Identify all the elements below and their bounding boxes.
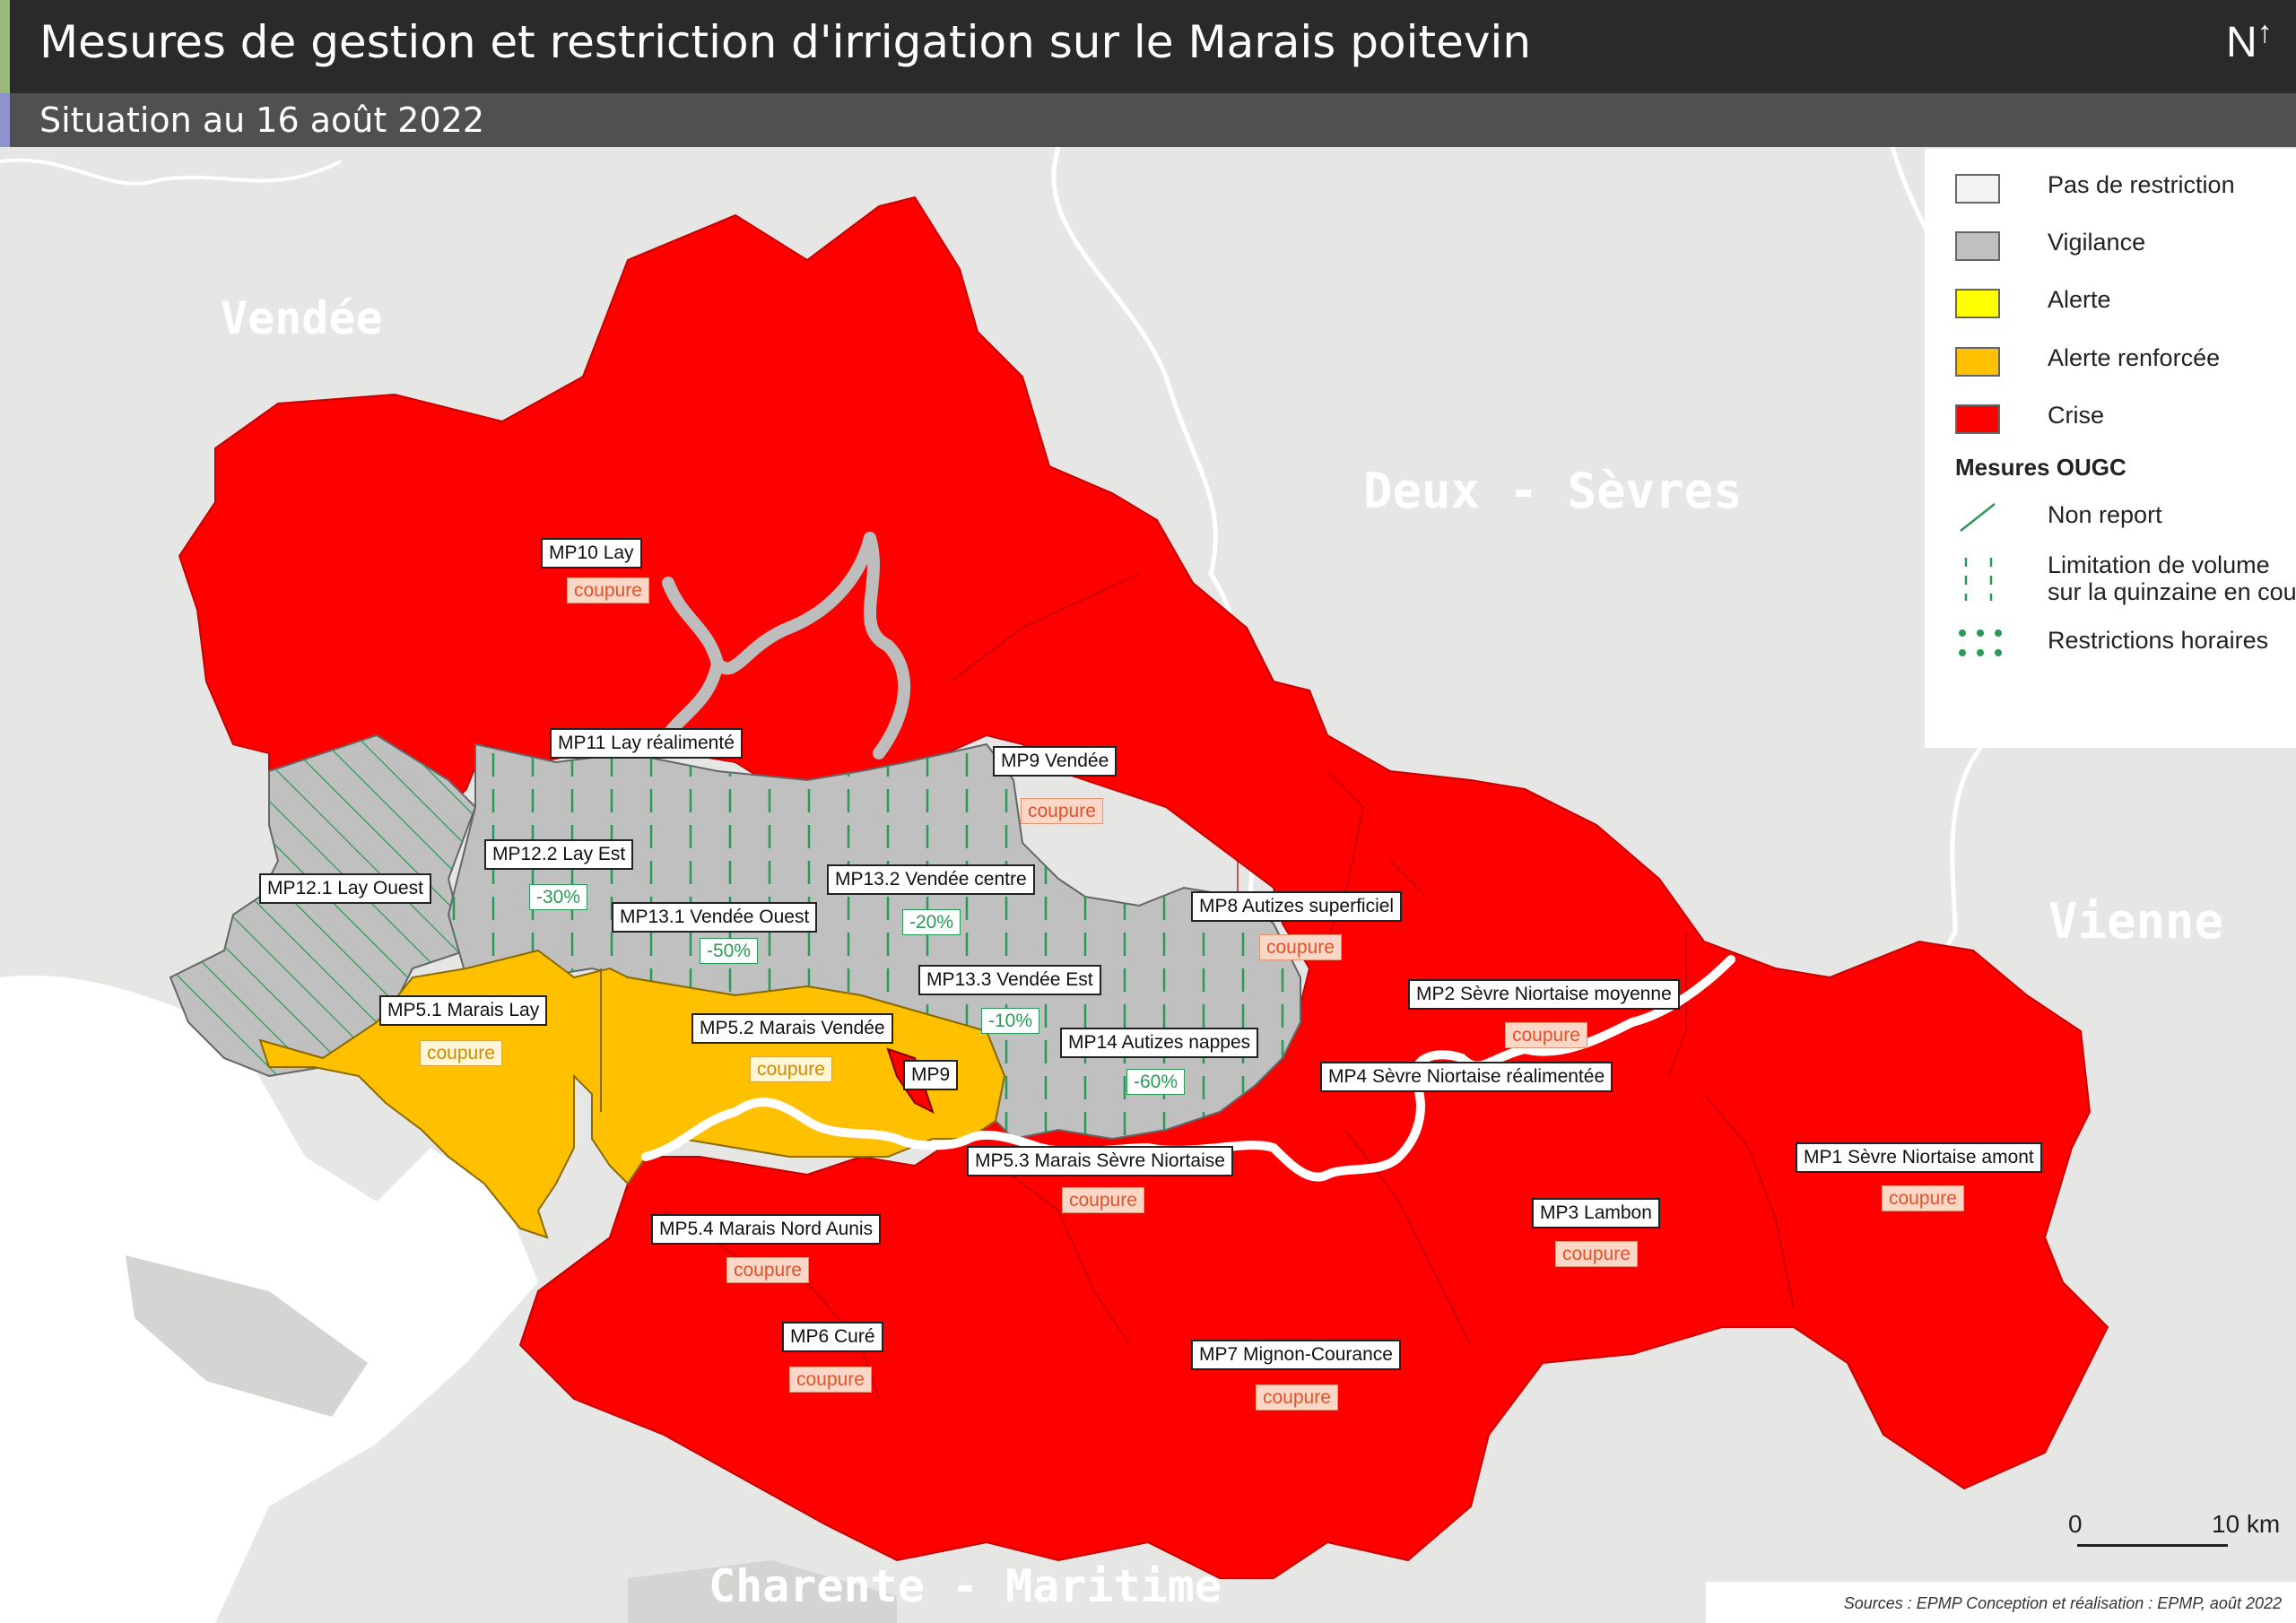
subtitle-bar: Situation au 16 août 2022 <box>0 93 2296 147</box>
sources-text: Sources : EPMP Conception et réalisation… <box>1843 1594 2282 1612</box>
zone-label-mp14[interactable]: MP14 Autizes nappes <box>1060 1028 1259 1058</box>
diagonal-hatch-icon <box>1960 503 1996 532</box>
zone-label-mp4[interactable]: MP4 Sèvre Niortaise réalimentée <box>1320 1062 1613 1092</box>
zone-label-mp5-1[interactable]: MP5.1 Marais Lay <box>379 995 548 1026</box>
legend-label: Vigilance <box>2048 229 2146 256</box>
measure-badge-mp5-3: coupure <box>1062 1187 1144 1213</box>
zone-label-mp8[interactable]: MP8 Autizes superficiel <box>1191 891 1403 922</box>
north-arrow-glyph: ↑ <box>2257 15 2273 49</box>
legend-heading-ougc: Mesures OUGC <box>1955 454 2126 481</box>
dots-icon <box>1959 629 2002 656</box>
sources-box: Sources : EPMP Conception et réalisation… <box>1706 1582 2296 1623</box>
measure-badge-mp13-3: -10% <box>981 1008 1040 1034</box>
zone-label-mp3[interactable]: MP3 Lambon <box>1532 1198 1660 1228</box>
measure-badge-mp5-1: coupure <box>420 1040 502 1066</box>
measure-badge-mp3: coupure <box>1555 1241 1638 1267</box>
legend-label-line2: sur la quinzaine en cours <box>2048 578 2296 605</box>
page-title: Mesures de gestion et restriction d'irri… <box>39 16 1532 68</box>
zone-label-mp12-2[interactable]: MP12.2 Lay Est <box>484 839 634 870</box>
zone-label-mp10[interactable]: MP10 Lay <box>541 538 642 568</box>
north-label: N <box>2226 19 2257 66</box>
zone-label-mp6[interactable]: MP6 Curé <box>782 1322 883 1352</box>
zone-label-mp9[interactable]: MP9 <box>903 1060 959 1090</box>
measure-badge-mp8: coupure <box>1259 934 1342 960</box>
zone-label-mp9-vendee[interactable]: MP9 Vendée <box>993 746 1118 777</box>
zone-label-mp13-1[interactable]: MP13.1 Vendée Ouest <box>612 902 818 933</box>
north-arrow-icon: N↑ <box>2226 15 2273 67</box>
region-label-vendee: Vendée <box>221 292 383 344</box>
island-aix <box>628 1560 897 1623</box>
legend-label: Restrictions horaires <box>2048 627 2269 654</box>
border-north <box>0 158 342 186</box>
legend-panel: Pas de restriction Vigilance Alerte Aler… <box>1925 149 2296 748</box>
legend-label: Alerte <box>2048 286 2111 313</box>
zone-label-mp5-3[interactable]: MP5.3 Marais Sèvre Niortaise <box>967 1146 1233 1176</box>
river-yon <box>864 532 911 759</box>
measure-badge-mp5-4: coupure <box>726 1257 809 1283</box>
vertical-dash-icon <box>1964 558 1993 601</box>
zone-label-mp12-1[interactable]: MP12.1 Lay Ouest <box>259 873 431 904</box>
legend-swatch-alerte <box>1955 289 2000 318</box>
zone-label-mp13-2[interactable]: MP13.2 Vendée centre <box>827 864 1035 895</box>
legend-label: Pas de restriction <box>2048 171 2235 198</box>
legend-swatch-vigilance <box>1955 231 2000 261</box>
measure-badge-mp2: coupure <box>1505 1022 1587 1048</box>
measure-badge-mp1: coupure <box>1882 1185 1964 1211</box>
measure-badge-mp14: -60% <box>1126 1069 1186 1095</box>
subtitle-accent <box>0 93 10 147</box>
measure-badge-mp7: coupure <box>1256 1384 1338 1410</box>
legend-label: Crise <box>2048 402 2105 429</box>
island-re <box>126 1255 368 1417</box>
region-label-vienne: Vienne <box>2048 893 2224 950</box>
river-lay-realimente <box>657 532 876 751</box>
legend-label: Alerte renforcée <box>2048 344 2221 371</box>
measure-badge-mp6: coupure <box>789 1367 872 1393</box>
title-accent <box>0 0 10 93</box>
scale-bar: 0 10 km <box>2063 1506 2296 1560</box>
legend-swatch-alerte-renforcee <box>1955 347 2000 377</box>
legend-swatch-crise <box>1955 404 2000 434</box>
zone-mp12-1-hatch <box>170 735 475 1076</box>
legend-swatch-pas-de-restriction <box>1955 174 2000 204</box>
zone-label-mp5-2[interactable]: MP5.2 Marais Vendée <box>691 1013 893 1044</box>
measure-badge-mp9-vendee: coupure <box>1021 798 1103 824</box>
zone-label-mp11[interactable]: MP11 Lay réalimenté <box>550 728 743 759</box>
zone-label-mp2[interactable]: MP2 Sèvre Niortaise moyenne <box>1408 979 1680 1010</box>
title-bar: Mesures de gestion et restriction d'irri… <box>0 0 2296 93</box>
scale-line <box>2077 1544 2228 1547</box>
zone-label-mp5-4[interactable]: MP5.4 Marais Nord Aunis <box>651 1214 882 1245</box>
subtitle: Situation au 16 août 2022 <box>39 100 485 140</box>
zone-label-mp13-3[interactable]: MP13.3 Vendée Est <box>918 965 1101 995</box>
legend-label: Limitation de volume <box>2048 551 2270 578</box>
measure-badge-mp13-1: -50% <box>700 938 759 964</box>
measure-badge-mp10: coupure <box>567 577 649 603</box>
zone-label-mp7[interactable]: MP7 Mignon-Courance <box>1191 1340 1401 1370</box>
measure-badge-mp13-2: -20% <box>902 909 961 935</box>
region-label-deux-sevres: Deux - Sèvres <box>1363 463 1743 519</box>
measure-badge-mp12-2: -30% <box>529 884 588 910</box>
scale-start-label: 0 <box>2068 1510 2083 1538</box>
region-label-charente-maritime: Charente - Maritime <box>709 1560 1222 1612</box>
zone-label-mp1[interactable]: MP1 Sèvre Niortaise amont <box>1796 1142 2042 1173</box>
scale-end-label: 10 km <box>2212 1510 2281 1538</box>
legend-label: Non report <box>2048 501 2162 528</box>
measure-badge-mp5-2: coupure <box>750 1056 832 1082</box>
